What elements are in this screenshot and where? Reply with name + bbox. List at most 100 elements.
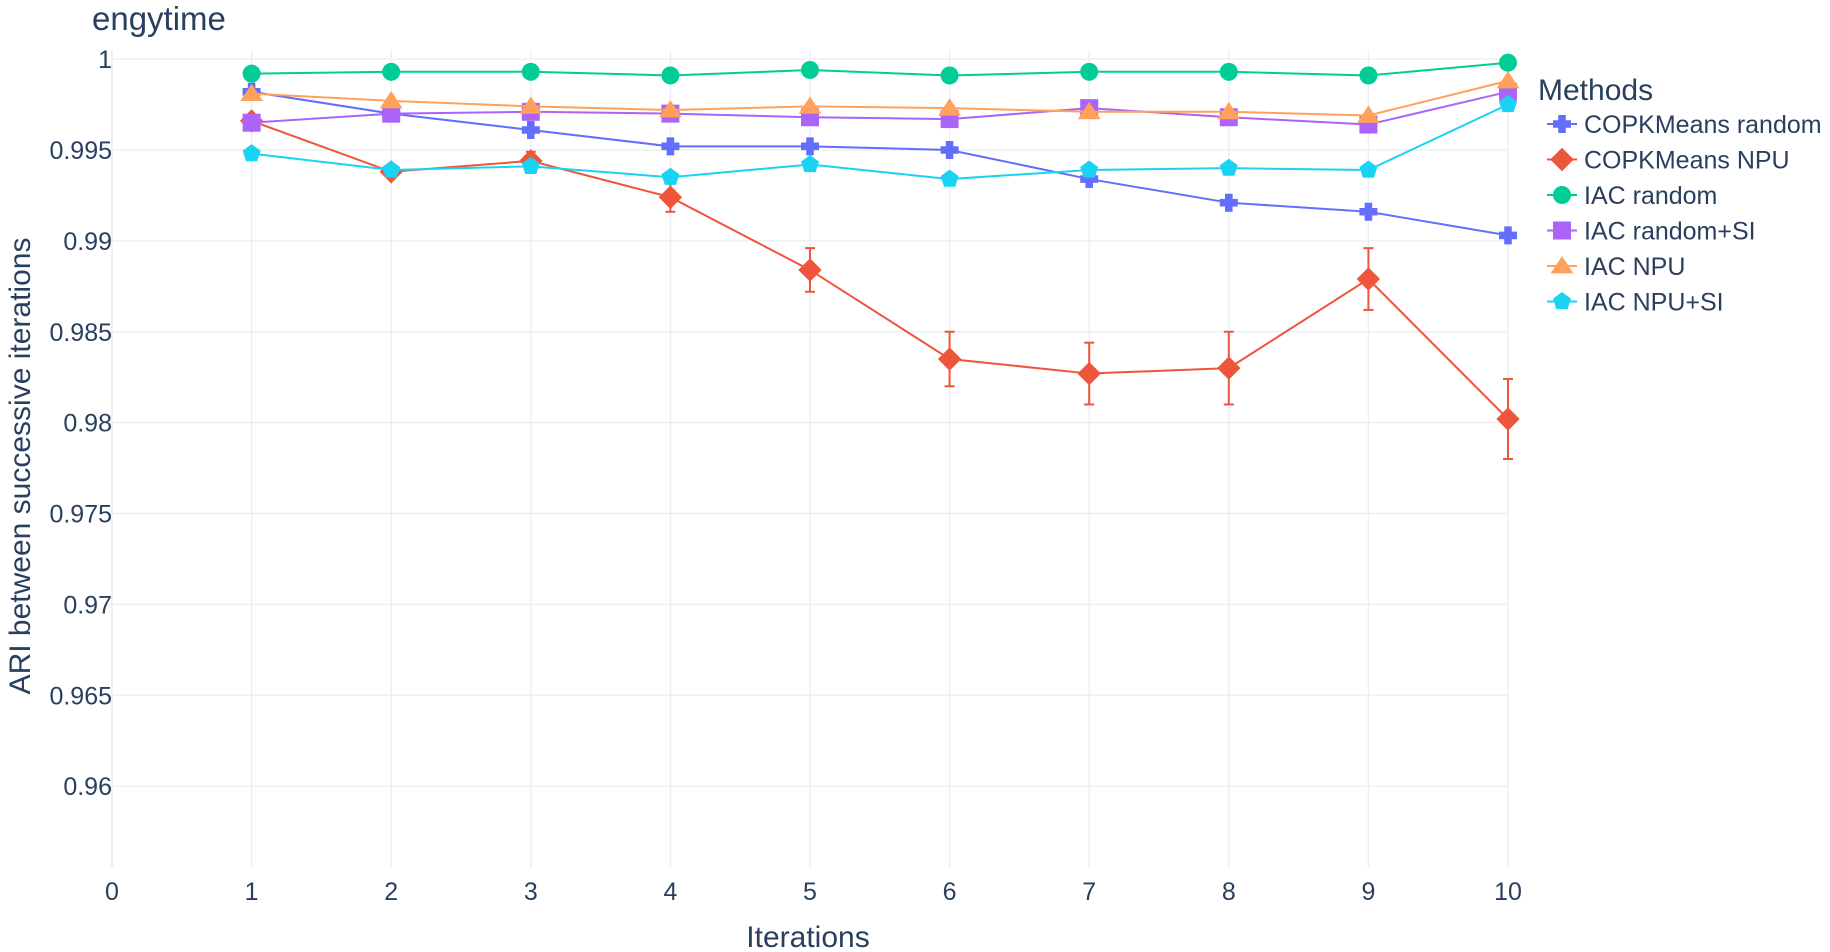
data-point: [242, 64, 261, 83]
legend-item[interactable]: IAC NPU: [1547, 253, 1685, 281]
data-point: [798, 96, 822, 114]
legend-marker: [1553, 221, 1571, 240]
series-line: [251, 79, 1509, 117]
legend-label: IAC NPU+SI: [1584, 289, 1724, 317]
legend-item[interactable]: COPKMeans NPU: [1547, 147, 1790, 175]
y-tick-label: 0.97: [63, 591, 112, 619]
data-point: [1219, 193, 1238, 212]
y-tick-label: 1: [98, 46, 112, 74]
data-point: [798, 258, 822, 282]
legend-label: COPKMeans NPU: [1584, 147, 1790, 175]
data-point: [1357, 105, 1380, 123]
data-point: [940, 169, 959, 187]
x-tick-label: 10: [1494, 878, 1522, 906]
legend-marker: [1550, 256, 1574, 274]
data-point: [379, 90, 403, 109]
legend-marker: [1553, 186, 1571, 204]
data-point: [1359, 160, 1378, 178]
legend-item[interactable]: IAC random+SI: [1547, 218, 1756, 246]
data-point: [1217, 356, 1241, 380]
data-point: [1080, 170, 1099, 189]
data-point: [659, 100, 682, 118]
legend-item[interactable]: IAC random: [1547, 182, 1717, 210]
series-line: [251, 90, 1509, 126]
x-tick-label: 9: [1361, 878, 1375, 906]
x-tick-label: 0: [105, 878, 119, 906]
legend-label: IAC random+SI: [1584, 218, 1756, 246]
series-iac-npu: [240, 71, 1520, 123]
data-point: [519, 96, 543, 114]
data-point: [242, 113, 261, 132]
y-tick-label: 0.98: [63, 410, 112, 438]
data-point: [801, 60, 819, 79]
y-axis-ticks: 0.96 0.965 0.97 0.975 0.98 0.985 0.99 0.995 1: [49, 46, 112, 801]
data-point: [801, 155, 819, 173]
data-point: [382, 62, 401, 81]
data-point: [938, 98, 961, 116]
data-point: [661, 137, 680, 156]
data-point: [940, 66, 959, 85]
series-line: [251, 61, 1509, 77]
data-point: [382, 160, 401, 178]
data-point: [1219, 158, 1238, 176]
y-tick-label: 0.99: [63, 228, 112, 256]
y-tick-label: 0.985: [49, 319, 112, 347]
series-iac-random: [242, 53, 1517, 85]
data-point: [1499, 95, 1517, 113]
x-tick-label: 8: [1222, 878, 1236, 906]
legend-item[interactable]: IAC NPU+SI: [1547, 289, 1724, 317]
data-point: [661, 66, 680, 85]
legend-label: IAC NPU: [1584, 253, 1685, 281]
x-axis-ticks: 0 1 2 3 4 5 6 7 8 9 10: [105, 878, 1522, 906]
data-point: [658, 185, 683, 209]
x-tick-label: 7: [1082, 878, 1096, 906]
data-point: [661, 167, 680, 185]
data-point: [1077, 361, 1101, 386]
data-point: [521, 62, 540, 81]
y-tick-label: 0.995: [49, 137, 112, 165]
series-line: [251, 103, 1509, 181]
series-iac-npu-si: [242, 95, 1517, 187]
x-tick-label: 6: [943, 878, 957, 906]
legend: Methods COPKMeans random COPKMeans NPU IAC…: [1538, 74, 1822, 317]
data-point: [801, 137, 819, 156]
plot-area: [239, 53, 1520, 460]
data-point: [1080, 160, 1099, 178]
data-point: [1077, 101, 1101, 120]
x-tick-label: 4: [663, 878, 677, 906]
data-point: [240, 83, 263, 102]
data-point: [1496, 407, 1520, 431]
x-tick-label: 1: [245, 878, 259, 906]
data-point: [521, 120, 540, 139]
y-tick-label: 0.96: [63, 773, 112, 801]
data-point: [1499, 226, 1517, 245]
data-point: [521, 156, 540, 174]
data-point: [1359, 202, 1378, 221]
legend-marker: [1553, 292, 1571, 310]
series-line: [251, 119, 1509, 420]
y-axis-title: ARI between successive iterations: [4, 238, 37, 695]
legend-label: COPKMeans random: [1584, 111, 1822, 139]
x-tick-label: 2: [384, 878, 398, 906]
data-point: [382, 104, 401, 123]
legend-title: Methods: [1538, 74, 1653, 107]
data-point: [1080, 62, 1099, 81]
data-point: [937, 347, 962, 371]
legend-label: IAC random: [1584, 182, 1717, 210]
legend-marker: [1550, 147, 1574, 172]
data-point: [1219, 62, 1238, 81]
y-tick-label: 0.965: [49, 682, 112, 710]
series-line: [251, 90, 1509, 237]
data-point: [1359, 66, 1378, 85]
legend-marker: [1553, 115, 1571, 133]
x-tick-label: 3: [524, 878, 538, 906]
data-point: [1356, 267, 1381, 291]
chart-title: engytime: [92, 0, 226, 37]
data-point: [242, 144, 261, 162]
x-tick-label: 5: [803, 878, 817, 906]
legend-item[interactable]: COPKMeans random: [1547, 111, 1822, 139]
series-copkmeans-npu: [239, 109, 1520, 460]
data-point: [1499, 53, 1517, 72]
grid: [111, 50, 1509, 868]
